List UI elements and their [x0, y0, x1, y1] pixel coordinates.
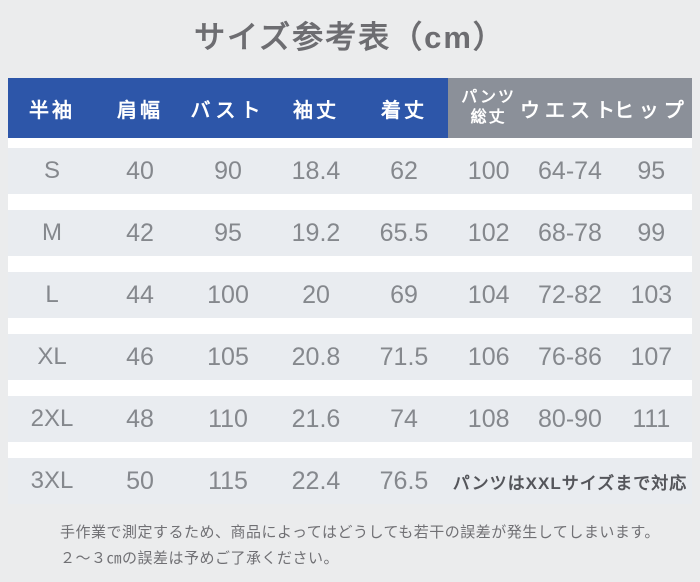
col-header-short-sleeve: 半袖 — [29, 99, 75, 122]
footer-note-line1: 手作業で測定するため、商品によってはどうしても若干の誤差が発生してしまいます。 — [60, 524, 660, 541]
size-cell: M — [42, 219, 62, 246]
pants-length-cell: 108 — [467, 404, 510, 433]
shoulder-cell: 46 — [126, 342, 154, 371]
col-header-hip: ヒップ — [613, 99, 689, 122]
waist-cell: 64-74 — [538, 156, 602, 185]
col-header-bust: バスト — [190, 99, 266, 122]
sleeve-cell: 20.8 — [291, 342, 341, 371]
waist-cell: 68-78 — [538, 218, 602, 247]
hip-cell: 95 — [637, 156, 666, 185]
pants-size-note: パンツはXXLサイズまで対応 — [452, 473, 688, 493]
size-table: 半袖 肩幅 バスト 袖丈 着丈 パンツ 総丈 ウエスト ヒップ S 40 90 … — [8, 78, 692, 504]
pants-length-cell: 104 — [467, 280, 510, 309]
footer-note-line2: ２～３㎝の誤差は予めご了承ください。 — [60, 550, 340, 567]
col-header-pants-length-line2: 総丈 — [470, 109, 507, 126]
col-header-shoulder: 肩幅 — [117, 99, 163, 122]
pants-length-cell: 106 — [467, 342, 510, 371]
size-cell: 2XL — [30, 405, 74, 432]
table-row-2xl: 2XL 48 110 21.6 74 108 80-90 111 — [8, 396, 692, 442]
length-cell: 71.5 — [379, 342, 429, 371]
col-header-length: 着丈 — [381, 99, 427, 122]
header-group-pants: パンツ 総丈 ウエスト ヒップ — [448, 78, 692, 138]
sleeve-cell: 20 — [302, 280, 330, 309]
header-group-top-wear: 半袖 肩幅 バスト 袖丈 着丈 — [8, 78, 448, 138]
length-cell: 74 — [390, 404, 418, 433]
pants-length-cell: 100 — [467, 156, 510, 185]
table-header-row: 半袖 肩幅 バスト 袖丈 着丈 パンツ 総丈 ウエスト ヒップ — [8, 78, 692, 138]
table-row-3xl: 3XL 50 115 22.4 76.5 パンツはXXLサイズまで対応 — [8, 458, 692, 504]
table-row-m: M 42 95 19.2 65.5 102 68-78 99 — [8, 210, 692, 256]
sleeve-cell: 22.4 — [291, 466, 341, 495]
col-header-pants-length-line1: パンツ — [461, 89, 517, 106]
shoulder-cell: 42 — [126, 218, 154, 247]
size-cell: XL — [37, 343, 67, 370]
bust-cell: 100 — [207, 280, 249, 309]
bust-cell: 115 — [208, 466, 248, 495]
bust-cell: 90 — [214, 156, 242, 185]
pants-length-cell: 102 — [467, 218, 510, 247]
size-cell: L — [45, 281, 59, 308]
page-title: サイズ参考表（cm） — [194, 20, 506, 55]
length-cell: 65.5 — [379, 218, 429, 247]
waist-cell: 80-90 — [538, 404, 602, 433]
bust-cell: 105 — [207, 342, 249, 371]
col-header-pants-length: パンツ 総丈 — [448, 78, 529, 138]
sleeve-cell: 18.4 — [291, 156, 341, 185]
table-row-xl: XL 46 105 20.8 71.5 106 76-86 107 — [8, 334, 692, 380]
table-row-s: S 40 90 18.4 62 100 64-74 95 — [8, 148, 692, 194]
sleeve-cell: 19.2 — [291, 218, 341, 247]
hip-cell: 99 — [637, 218, 666, 247]
shoulder-cell: 40 — [126, 156, 154, 185]
hip-cell: 111 — [632, 404, 671, 433]
table-row-l: L 44 100 20 69 104 72-82 103 — [8, 272, 692, 318]
size-cell: S — [43, 157, 60, 184]
hip-cell: 107 — [630, 342, 673, 371]
length-cell: 62 — [390, 156, 418, 185]
hip-cell: 103 — [630, 280, 673, 309]
col-header-sleeve: 袖丈 — [293, 99, 339, 122]
shoulder-cell: 48 — [126, 404, 154, 433]
waist-cell: 76-86 — [538, 342, 602, 371]
length-cell: 76.5 — [379, 466, 429, 495]
bust-cell: 110 — [208, 404, 248, 433]
footer-note: 手作業で測定するため、商品によってはどうしても若干の誤差が発生してしまいます。 … — [60, 520, 700, 572]
length-cell: 69 — [390, 280, 418, 309]
shoulder-cell: 44 — [126, 280, 154, 309]
col-header-waist: ウエスト — [520, 99, 620, 122]
waist-cell: 72-82 — [538, 280, 602, 309]
bust-cell: 95 — [214, 218, 242, 247]
size-cell: 3XL — [30, 467, 74, 494]
shoulder-cell: 50 — [126, 466, 154, 495]
sleeve-cell: 21.6 — [291, 404, 341, 433]
